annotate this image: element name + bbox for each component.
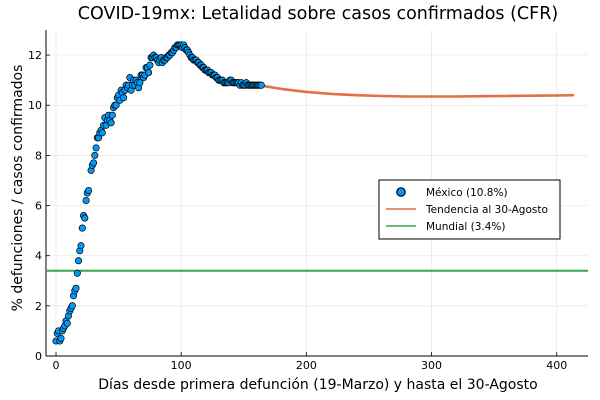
mexico-point — [77, 242, 85, 250]
mexico-point — [120, 94, 128, 102]
grid — [46, 30, 588, 357]
mexico-point — [145, 69, 153, 77]
plot-frame — [45, 30, 588, 357]
trend-line — [260, 84, 575, 98]
y-tick-label: 6 — [35, 200, 42, 213]
y-tick-label: 12 — [28, 49, 42, 62]
x-tick-label: 300 — [421, 359, 442, 372]
legend-marker-mexico — [396, 187, 406, 197]
mexico-point — [82, 196, 90, 205]
tick-labels: 0 100 200 300 400 0 2 4 6 8 10 12 — [28, 49, 567, 372]
y-tick-label: 10 — [28, 99, 42, 112]
x-tick-label: 400 — [546, 359, 567, 372]
mexico-point — [57, 334, 65, 342]
mexico-point — [108, 111, 116, 119]
mexico-point — [146, 61, 154, 69]
mexico-point — [92, 144, 100, 152]
mexico-point — [63, 319, 71, 327]
x-tick-label: 0 — [53, 359, 60, 372]
chart-title: COVID-19mx: Letalidad sobre casos confir… — [78, 4, 558, 24]
mexico-point — [72, 284, 80, 292]
mexico-point — [73, 269, 81, 277]
x-tick-label: 100 — [171, 359, 192, 372]
y-tick-label: 2 — [35, 300, 42, 313]
mexico-point — [107, 119, 115, 127]
mexico-point — [74, 257, 83, 265]
series-layer — [46, 41, 588, 345]
x-axis-label: Días desde primera defunción (19-Marzo) … — [98, 377, 537, 393]
y-axis-label: % defunciones / casos confirmados — [10, 65, 26, 312]
legend: México (10.8%) Tendencia al 30-Agosto Mund… — [378, 179, 561, 240]
mexico-point — [90, 159, 98, 167]
mexico-point — [112, 101, 120, 109]
y-tick-label: 8 — [35, 149, 42, 162]
legend-label: México (10.8%) — [426, 187, 508, 199]
x-tick-label: 200 — [296, 359, 317, 372]
mexico-point — [81, 214, 89, 222]
mexico-point — [98, 129, 106, 137]
mexico-point — [85, 186, 93, 195]
legend-label: Tendencia al 30-Agosto — [425, 204, 548, 216]
y-tick-label: 4 — [35, 250, 42, 263]
mexico-point — [91, 151, 99, 159]
mexico-point — [136, 79, 144, 87]
legend-label: Mundial (3.4%) — [426, 221, 506, 233]
mexico-point — [257, 81, 265, 89]
mexico-point — [68, 302, 76, 310]
y-tick-label: 0 — [35, 350, 42, 363]
mexico-point — [78, 224, 86, 232]
